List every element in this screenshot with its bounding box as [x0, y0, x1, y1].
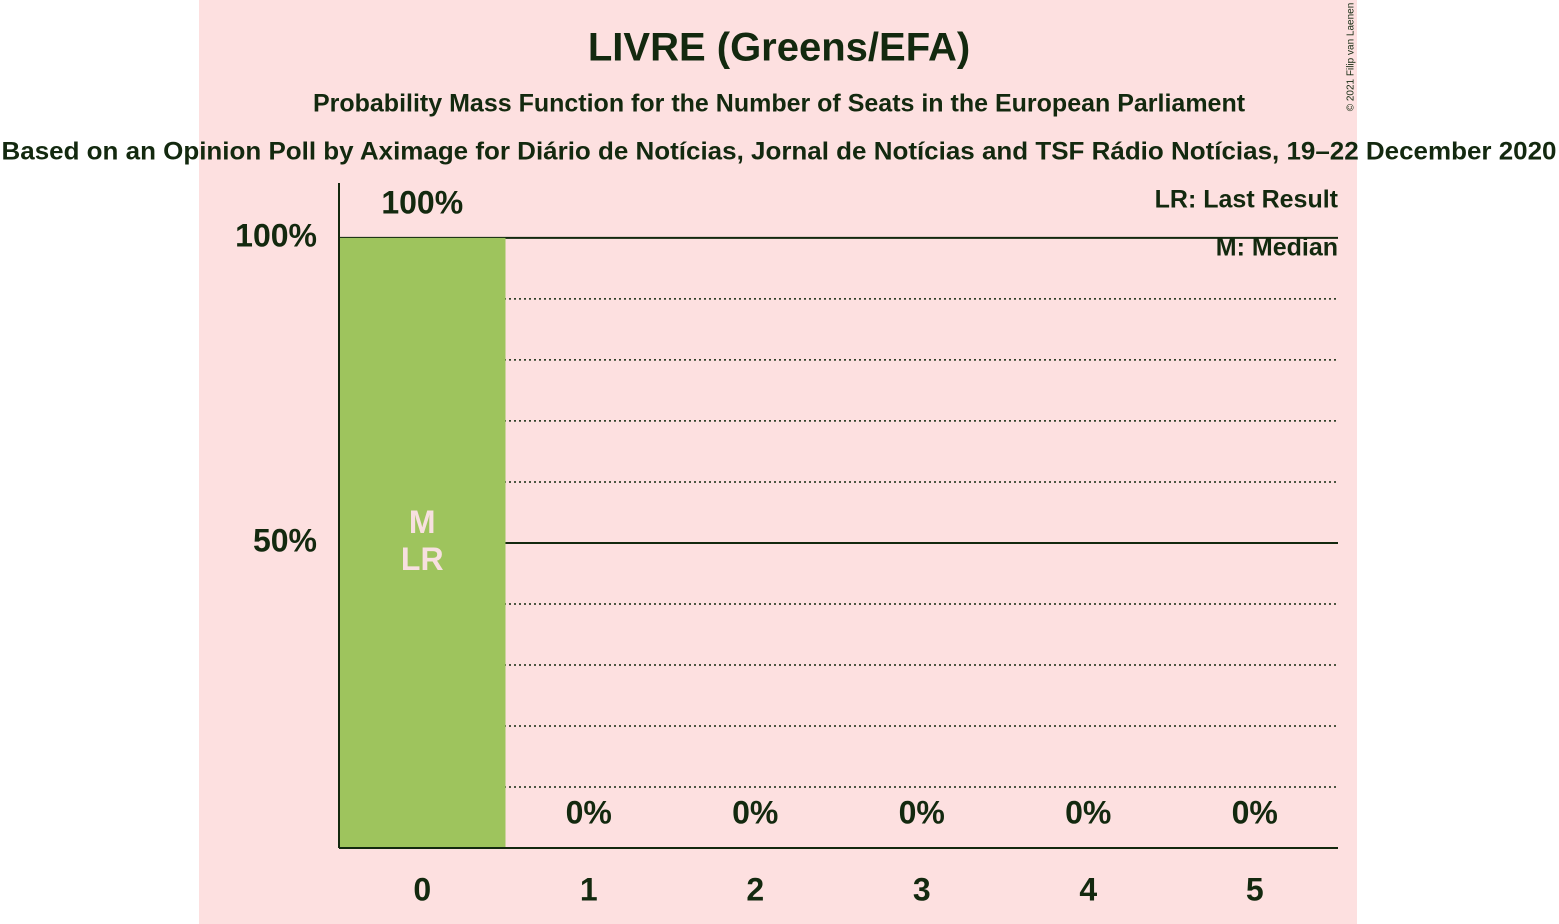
value-label: 0% — [899, 794, 945, 830]
copyright: © 2021 Filip van Laenen — [1346, 3, 1357, 112]
bar-marker: M — [409, 504, 436, 540]
chart-title: LIVRE (Greens/EFA) — [588, 26, 970, 70]
y-tick-label: 100% — [235, 217, 317, 253]
x-tick-label: 4 — [1079, 871, 1097, 907]
x-tick-label: 0 — [413, 871, 431, 907]
value-label: 0% — [566, 794, 612, 830]
value-label: 0% — [732, 794, 778, 830]
legend-entry: LR: Last Result — [1155, 186, 1339, 214]
x-tick-label: 2 — [746, 871, 764, 907]
x-tick-label: 3 — [913, 871, 931, 907]
x-tick-label: 1 — [580, 871, 598, 907]
y-tick-label: 50% — [253, 522, 317, 558]
bar-marker: LR — [401, 541, 444, 577]
value-label: 100% — [381, 184, 463, 220]
bar — [339, 237, 506, 848]
x-tick-label: 5 — [1246, 871, 1264, 907]
value-label: 0% — [1232, 794, 1278, 830]
chart-subtitle: Probability Mass Function for the Number… — [313, 90, 1246, 118]
chart-source: Based on an Opinion Poll by Aximage for … — [2, 138, 1557, 166]
legend-entry: M: Median — [1216, 234, 1338, 262]
value-label: 0% — [1065, 794, 1111, 830]
